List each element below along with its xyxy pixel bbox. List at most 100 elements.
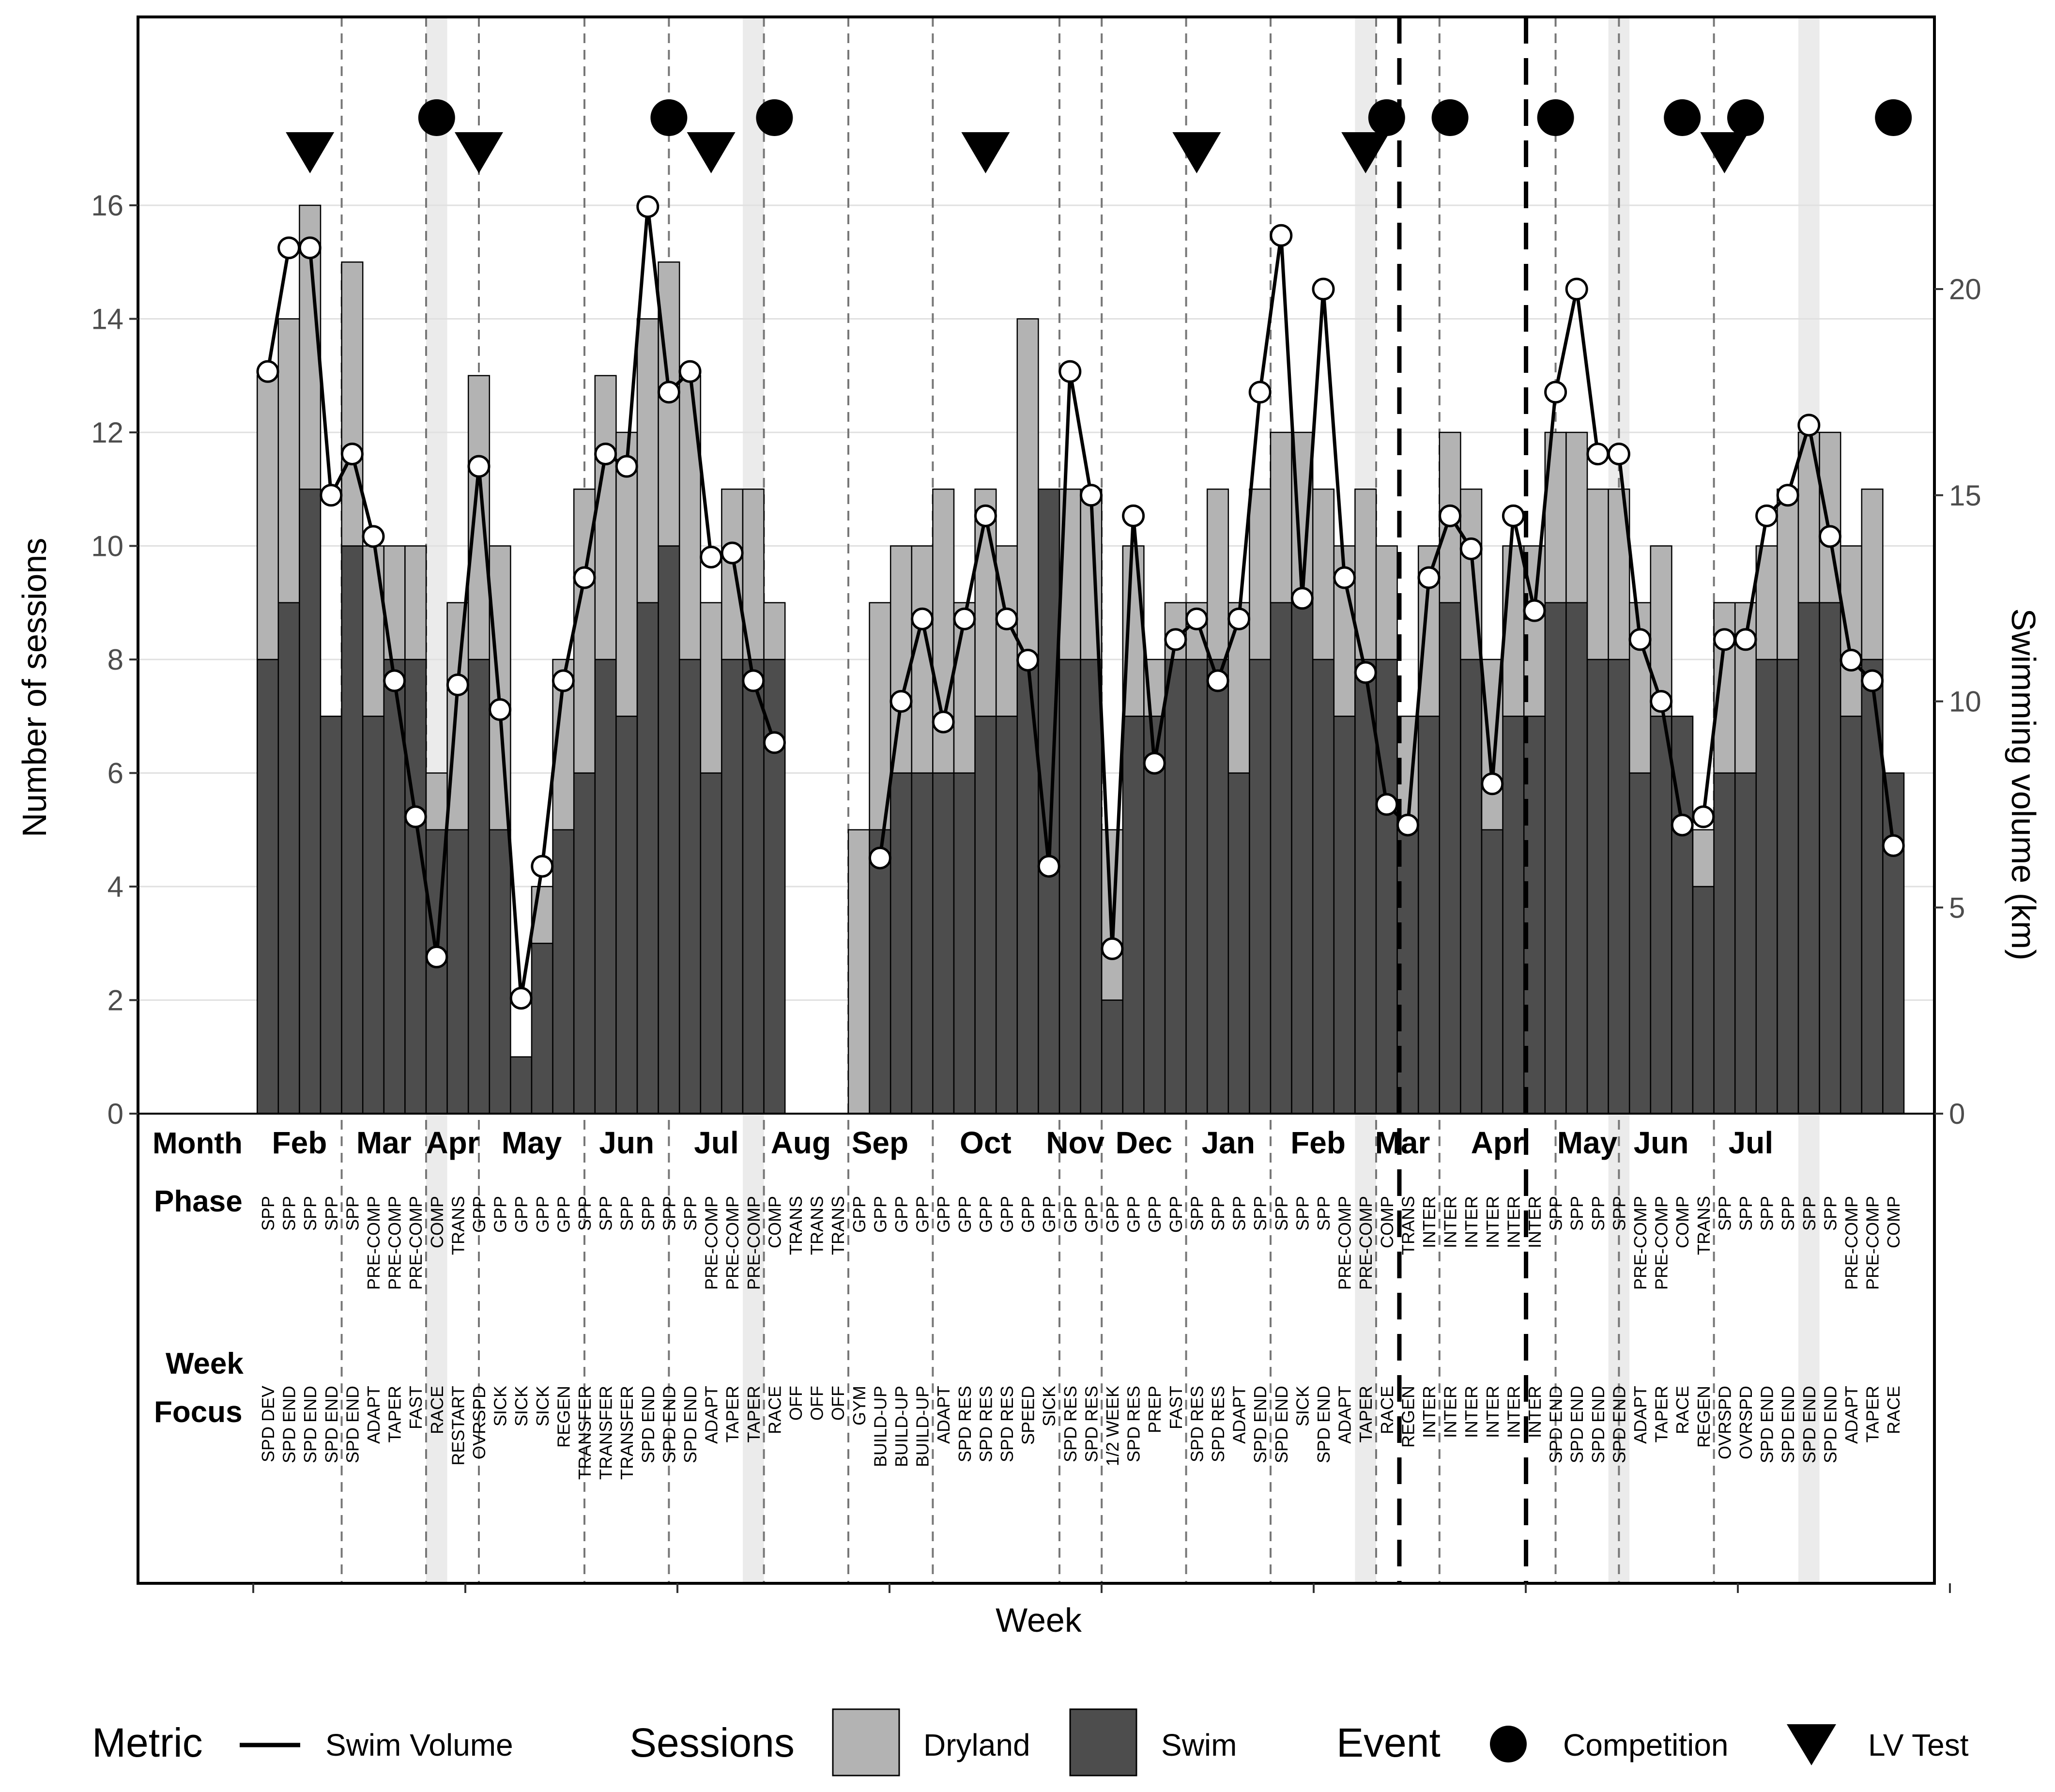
swim-bar	[489, 829, 511, 1115]
month-label: Feb	[1290, 1125, 1346, 1160]
lv-test-marker	[1341, 132, 1390, 173]
swim-bar	[573, 772, 596, 1115]
annotation-table: Month Phase Week Focus Feb Mar Apr May Jun Jul Aug…	[153, 1125, 1903, 1480]
volume-point	[721, 541, 744, 565]
phase-label: GPP	[1060, 1196, 1080, 1233]
swim-bar	[700, 772, 722, 1115]
swim-bar	[552, 829, 575, 1115]
phase-label: PRE-COMP	[722, 1196, 742, 1290]
lv-test-marker	[455, 132, 503, 173]
swim-bar	[1439, 602, 1461, 1115]
volume-point	[1650, 690, 1673, 713]
volume-point	[1565, 277, 1588, 301]
legend-swim-volume-label: Swim Volume	[325, 1728, 513, 1762]
swim-bar	[510, 1056, 533, 1115]
phase-label: GPP	[1081, 1196, 1101, 1233]
focus-label: ADAPT	[1335, 1386, 1355, 1444]
swim-bar	[1628, 772, 1652, 1115]
dryland-bar	[1650, 545, 1672, 717]
phase-label: GPP	[1166, 1196, 1186, 1233]
phase-label: SPP	[1187, 1196, 1207, 1231]
focus-label: 1/2 WEEK	[1103, 1386, 1122, 1466]
volume-point	[594, 443, 617, 466]
phase-label: PRE-COMP	[702, 1196, 721, 1290]
volume-point	[974, 504, 997, 527]
phase-label: PRE-COMP	[1335, 1196, 1355, 1290]
phase-label: SPP	[680, 1196, 700, 1231]
legend-swim-swatch	[1069, 1708, 1137, 1777]
swim-bar	[277, 602, 300, 1115]
dryland-bar	[700, 602, 722, 774]
focus-label: TRANSFER	[617, 1386, 637, 1480]
month-label: Jan	[1202, 1125, 1255, 1160]
volume-point	[1164, 628, 1187, 651]
focus-label: SPD END	[342, 1386, 362, 1463]
focus-label: ADAPT	[934, 1386, 953, 1444]
phase-label: SPP	[1820, 1196, 1840, 1231]
volume-point	[531, 855, 554, 878]
dryland-bar	[1565, 431, 1588, 603]
volume-point	[404, 805, 427, 828]
focus-label: TAPER	[722, 1386, 742, 1442]
competition-marker	[1368, 99, 1405, 136]
volume-point	[1671, 813, 1694, 837]
focus-label: TAPER	[1863, 1386, 1883, 1442]
dryland-bar	[678, 375, 702, 660]
volume-point	[1544, 381, 1567, 404]
phase-label: GPP	[976, 1196, 996, 1233]
phase-label: INTER	[1525, 1196, 1545, 1248]
swim-bar	[1797, 602, 1820, 1115]
swim-bar	[1249, 659, 1272, 1115]
focus-label: SPD END	[659, 1386, 679, 1463]
phase-label: PRE-COMP	[744, 1196, 764, 1290]
volume-point	[700, 545, 723, 568]
phase-label: GPP	[891, 1196, 911, 1233]
competition-marker	[1727, 99, 1764, 136]
y-left-tick-label: 6	[107, 757, 123, 790]
volume-point	[1523, 599, 1546, 622]
phase-label: GPP	[849, 1196, 869, 1233]
competition-marker	[1431, 99, 1469, 136]
competition-marker	[1537, 99, 1574, 136]
phase-label: SPP	[322, 1196, 341, 1231]
phase-label: INTER	[1441, 1196, 1460, 1248]
focus-label: SPD END	[1272, 1386, 1291, 1463]
phase-label: SPP	[1292, 1196, 1312, 1231]
phase-label: TRANS	[828, 1196, 848, 1255]
focus-label: OVRSPD	[469, 1386, 489, 1459]
phase-label: SPP	[1229, 1196, 1249, 1231]
volume-point	[425, 945, 448, 968]
month-label: May	[1557, 1125, 1618, 1160]
phase-label: SPP	[1778, 1196, 1798, 1231]
focus-label: REGEN	[553, 1386, 573, 1448]
volume-point	[573, 566, 596, 589]
month-label: Nov	[1046, 1125, 1104, 1160]
swim-bar	[467, 659, 491, 1115]
phase-label: GPP	[1039, 1196, 1059, 1233]
phase-label: SPP	[1546, 1196, 1566, 1231]
volume-point	[1481, 772, 1504, 796]
phase-label: GPP	[1018, 1196, 1038, 1233]
volume-point	[1248, 381, 1272, 404]
dryland-bar	[615, 431, 638, 717]
swim-bar	[1080, 659, 1103, 1115]
volume-point	[678, 360, 702, 383]
swim-bar	[1650, 716, 1672, 1115]
focus-label: RACE	[1672, 1386, 1692, 1434]
dryland-bar	[1460, 489, 1483, 660]
swim-bar	[1692, 886, 1715, 1115]
focus-label: SICK	[1039, 1386, 1059, 1426]
focus-label: REGEN	[1398, 1386, 1418, 1448]
row-header-week: Week	[166, 1347, 244, 1380]
lv-test-marker	[286, 132, 335, 173]
swim-bar	[404, 659, 427, 1115]
volume-point	[1628, 628, 1652, 651]
events	[286, 99, 1912, 173]
focus-label: SPD END	[680, 1386, 700, 1463]
month-label: Mar	[356, 1125, 412, 1160]
focus-label: TRANSFER	[575, 1386, 595, 1480]
volume-point	[1502, 504, 1525, 527]
focus-label: SPD DEV	[258, 1386, 278, 1462]
legend-competition-label: Competition	[1563, 1728, 1729, 1762]
focus-label: ADAPT	[1841, 1386, 1861, 1444]
